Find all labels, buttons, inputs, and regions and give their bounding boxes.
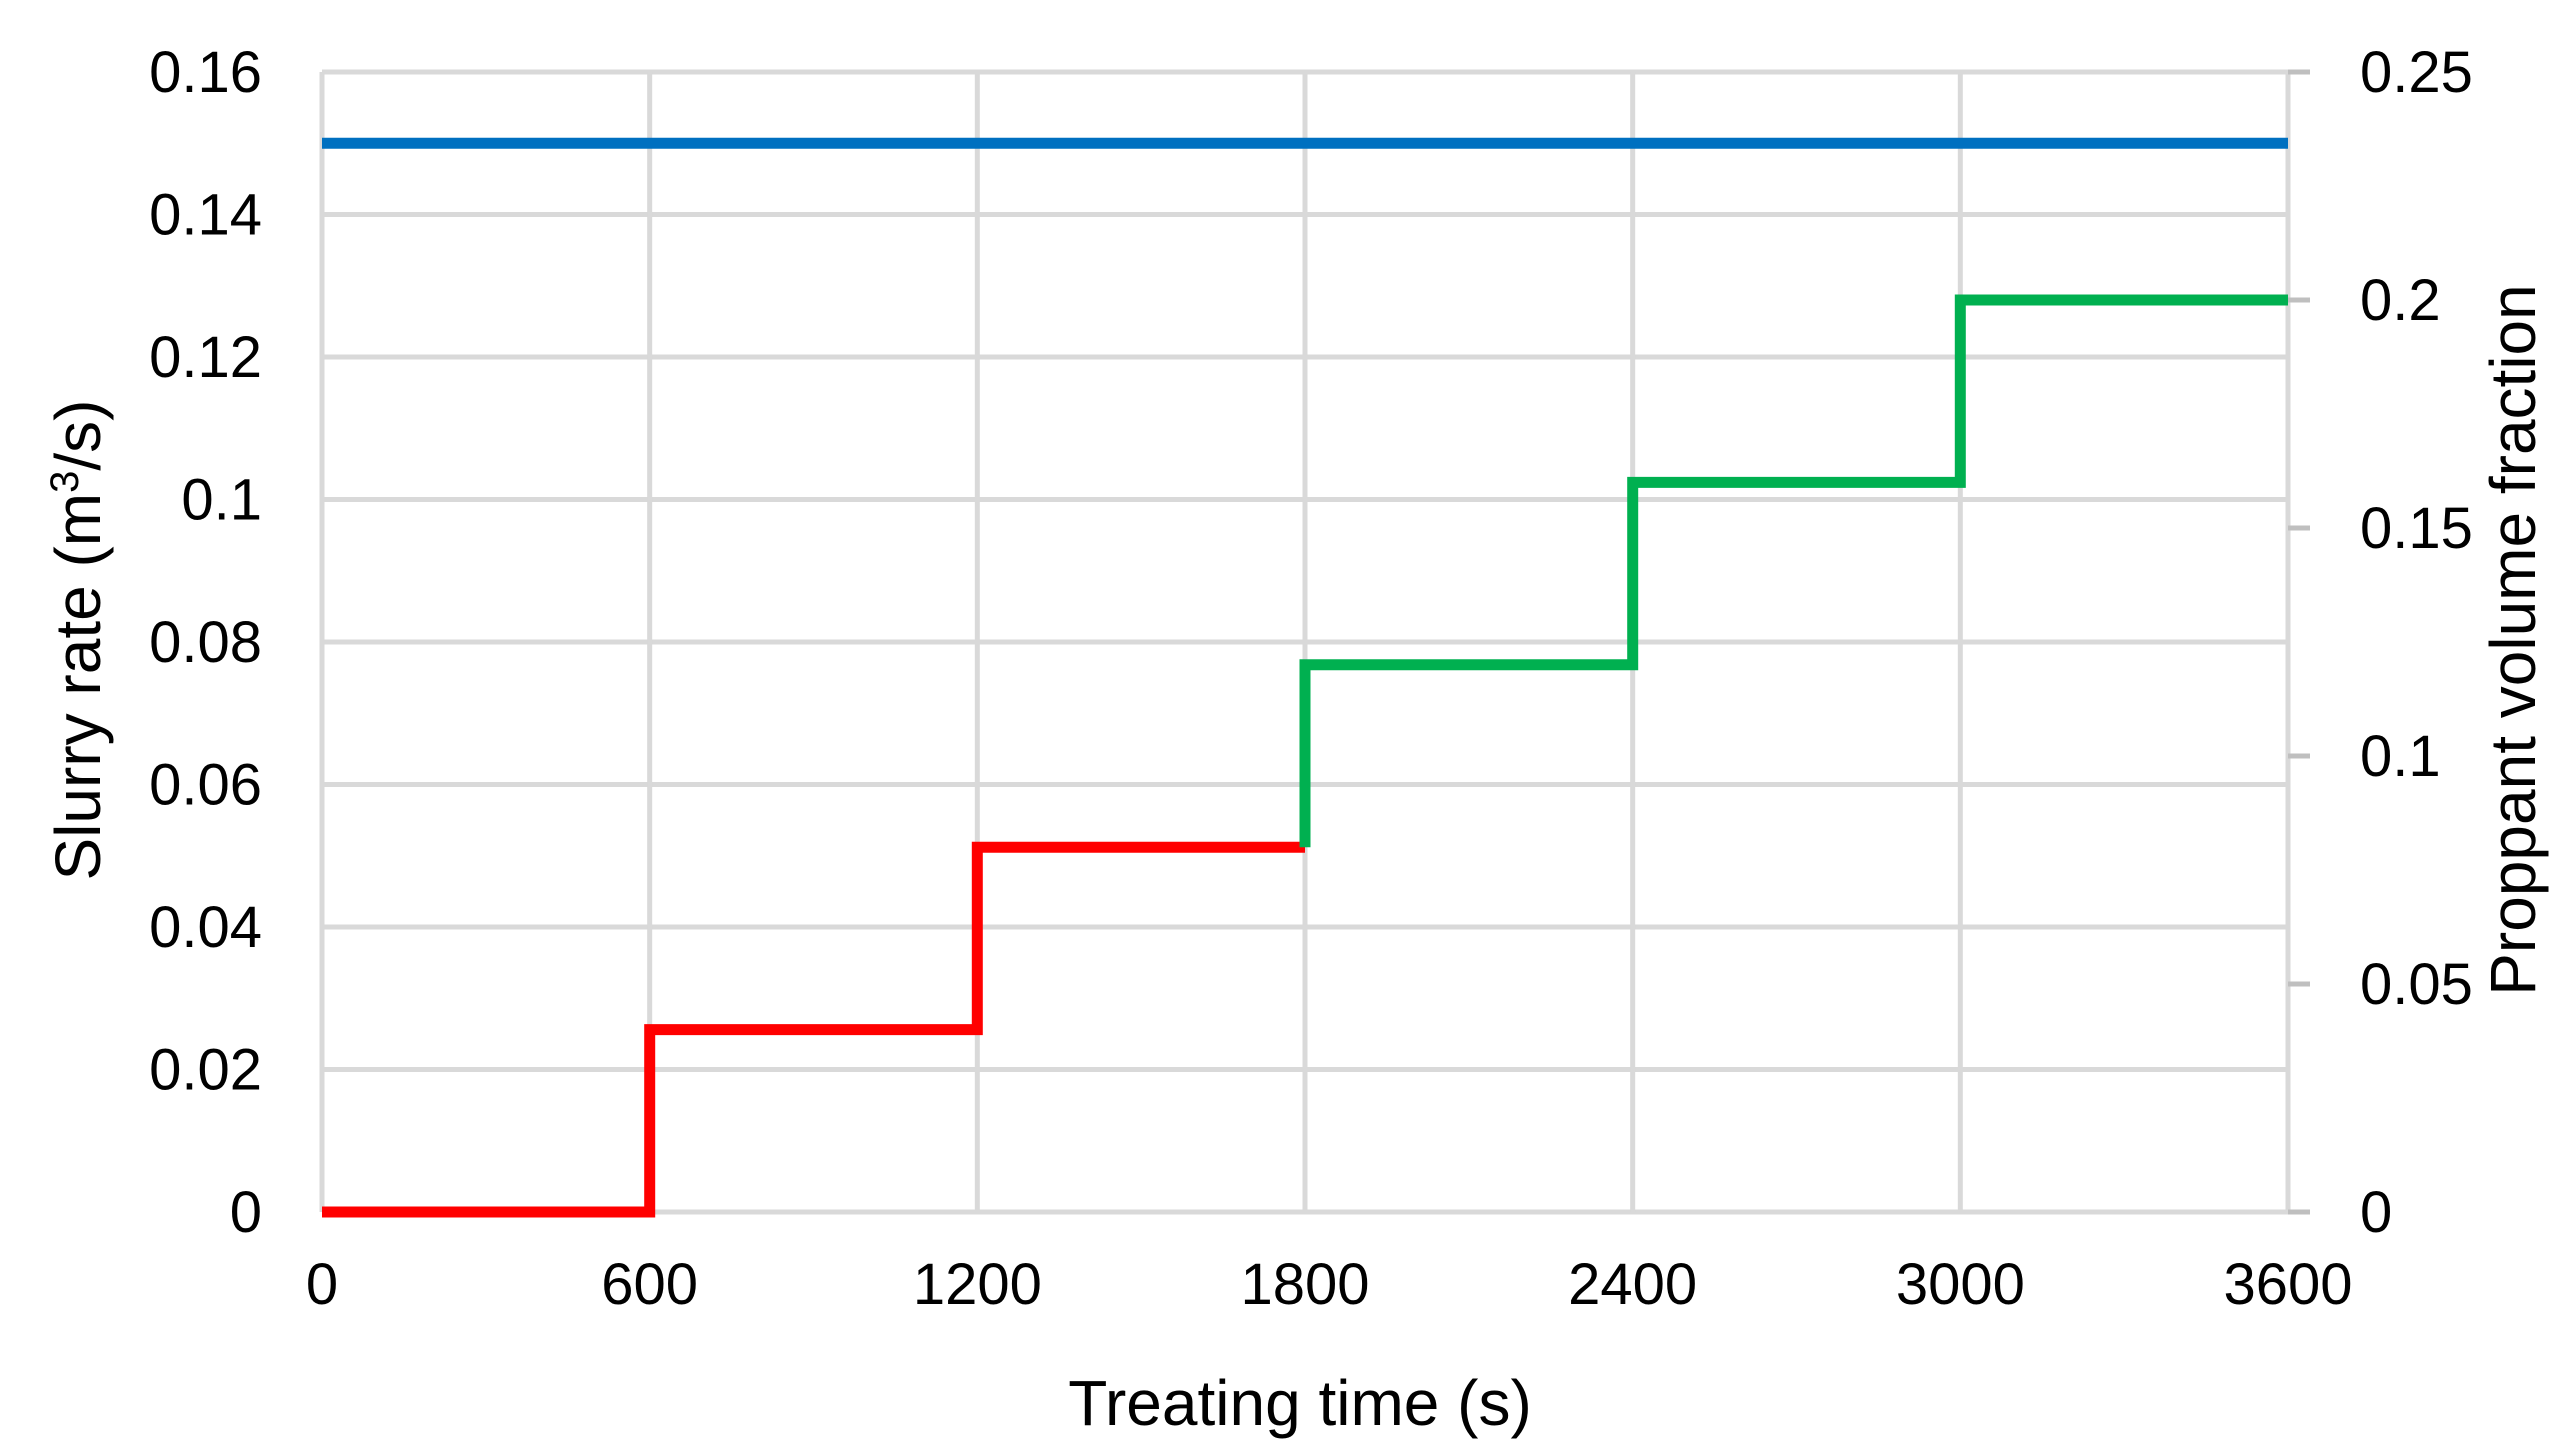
y-right-tick-label: 0.25 <box>2360 40 2473 105</box>
y-right-tick-label: 0 <box>2360 1180 2392 1245</box>
y-left-title-part-1: Slurry rate (m <box>42 493 114 881</box>
y-left-tick-label: 0.16 <box>149 40 262 105</box>
y-right-tick-label: 0.05 <box>2360 952 2473 1017</box>
x-tick-label: 3000 <box>1896 1252 2025 1317</box>
series-line-2 <box>322 841 1305 1218</box>
y-left-axis-title: Slurry rate (m3/s) <box>42 400 114 881</box>
y-left-tick-label: 0.1 <box>181 468 262 533</box>
series-lines <box>322 137 2288 1218</box>
x-tick-labels: 0 600 1200 1800 2400 3000 3600 <box>306 1252 2353 1317</box>
y-left-tick-label: 0.02 <box>149 1038 262 1103</box>
plot-frame <box>2285 69 2310 1215</box>
x-axis-title: Treating time (s) <box>1068 1367 1532 1439</box>
y-left-tick-label: 0.08 <box>149 610 262 675</box>
y-right-tick-label: 0.2 <box>2360 268 2441 333</box>
x-tick-label: 0 <box>306 1252 338 1317</box>
x-tick-label: 1200 <box>913 1252 1042 1317</box>
x-tick-label: 3600 <box>2223 1252 2352 1317</box>
y-right-axis-title: Proppant volume fraction <box>2477 284 2549 996</box>
y-left-tick-label: 0.12 <box>149 325 262 390</box>
x-tick-label: 2400 <box>1568 1252 1697 1317</box>
y-left-tick-label: 0.04 <box>149 895 262 960</box>
y-left-tick-label: 0.14 <box>149 183 262 248</box>
y-left-tick-label: 0.06 <box>149 753 262 818</box>
y-left-title-superscript: 3 <box>43 471 87 493</box>
y-left-tick-labels: 0 0.02 0.04 0.06 0.08 0.1 0.12 0.14 0.16 <box>149 40 262 1245</box>
series-line-3 <box>1299 294 2288 848</box>
y-right-tick-label: 0.1 <box>2360 724 2441 789</box>
y-left-title-part-2: /s) <box>42 400 114 471</box>
y-left-tick-label: 0 <box>230 1180 262 1245</box>
x-tick-label: 1800 <box>1240 1252 1369 1317</box>
grid-lines <box>319 69 2291 1215</box>
y-right-tick-label: 0.15 <box>2360 496 2473 561</box>
y-right-tick-labels: 0 0.05 0.1 0.15 0.2 0.25 <box>2360 40 2473 1245</box>
x-tick-label: 600 <box>601 1252 698 1317</box>
